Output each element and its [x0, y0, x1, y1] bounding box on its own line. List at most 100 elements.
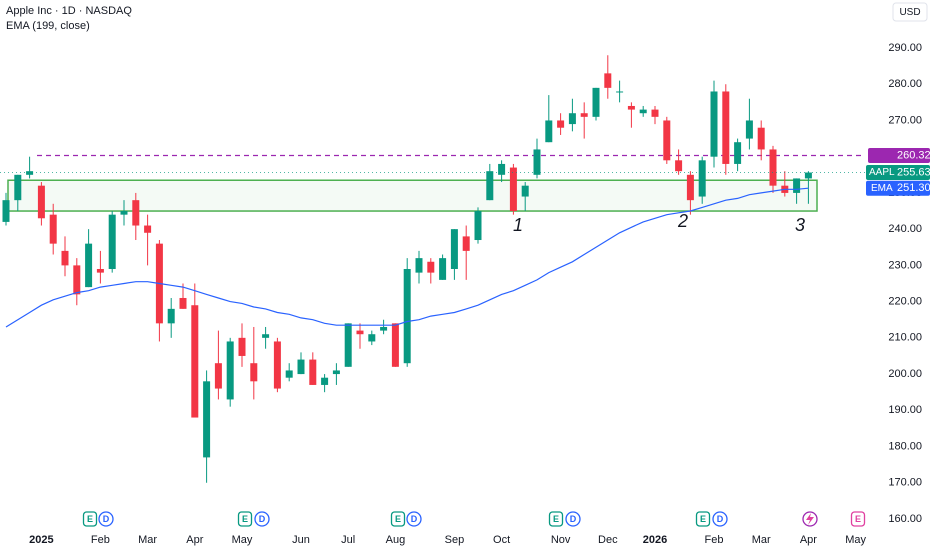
- candle-body: [144, 225, 152, 233]
- event-letter: E: [553, 514, 559, 524]
- event-badge: [390, 511, 406, 527]
- event-marker[interactable]: E: [82, 511, 98, 527]
- candle-body: [663, 120, 671, 161]
- candle-body: [391, 323, 399, 367]
- y-tick-label: 190.00: [888, 404, 922, 416]
- y-tick-label: 180.00: [888, 440, 922, 452]
- event-marker[interactable]: D: [712, 511, 728, 527]
- event-marker[interactable]: E: [548, 511, 564, 527]
- resistance-price-label: 260.32: [897, 149, 931, 161]
- candle-body: [179, 297, 187, 309]
- x-tick-label: Mar: [138, 534, 157, 546]
- candle-body: [651, 109, 659, 117]
- ema-price-box: [866, 180, 930, 196]
- candle-body: [686, 174, 694, 201]
- candle-body: [85, 243, 93, 288]
- candle-body: [757, 127, 765, 150]
- indicator-title: EMA (199, close): [6, 20, 90, 32]
- x-tick-label: May: [232, 534, 253, 546]
- event-marker[interactable]: E: [850, 511, 866, 527]
- currency-button[interactable]: [892, 2, 928, 22]
- candle-body: [509, 167, 517, 212]
- candle-body: [639, 109, 647, 114]
- candle-body: [486, 171, 494, 201]
- candle-body: [403, 269, 411, 364]
- x-tick-label: Oct: [493, 534, 510, 546]
- event-badge: [565, 511, 581, 527]
- y-tick-label: 240.00: [888, 223, 922, 235]
- candle-body: [285, 370, 293, 378]
- y-tick-label: 210.00: [888, 332, 922, 344]
- chart-title: Apple Inc · 1D · NASDAQ: [6, 5, 132, 17]
- x-tick-label: Aug: [386, 534, 406, 546]
- candle-body: [37, 185, 45, 219]
- candle-body: [521, 185, 529, 197]
- currency[interactable]: USD: [899, 7, 920, 18]
- candle-body: [167, 308, 175, 324]
- candle-body: [120, 211, 128, 215]
- candle-body: [321, 377, 329, 385]
- y-tick-label: 290.00: [888, 42, 922, 54]
- y-tick-label: 200.00: [888, 368, 922, 380]
- event-marker[interactable]: E: [237, 511, 253, 527]
- annotation: 3: [795, 215, 805, 235]
- candle-body: [769, 149, 777, 186]
- event-badge: [712, 511, 728, 527]
- event-letter: D: [259, 514, 266, 524]
- ema-line: [5, 187, 809, 328]
- candle-body: [592, 87, 600, 117]
- x-tick-label: Mar: [752, 534, 771, 546]
- event-marker[interactable]: D: [98, 511, 114, 527]
- y-tick-label: 170.00: [888, 477, 922, 489]
- event-icon-bolt: [806, 513, 814, 525]
- candle-body: [568, 113, 576, 125]
- candle-body: [545, 120, 553, 143]
- candle-body: [332, 370, 340, 375]
- candle-body: [108, 214, 116, 270]
- ema-price-label: 251.30: [897, 182, 931, 194]
- event-letter: E: [87, 514, 93, 524]
- candle-body: [439, 258, 447, 280]
- candle-body: [73, 265, 81, 295]
- ema-name-label: EMA: [871, 183, 893, 194]
- event-badge: [237, 511, 253, 527]
- x-tick-label: 2026: [643, 534, 667, 546]
- x-tick-label: Nov: [551, 534, 571, 546]
- y-tick-label: 220.00: [888, 296, 922, 308]
- event-marker[interactable]: D: [254, 511, 270, 527]
- candle-body: [191, 305, 199, 418]
- y-tick-label: 280.00: [888, 78, 922, 90]
- candle-body: [427, 261, 435, 273]
- x-tick-label: Feb: [91, 534, 110, 546]
- candle-body: [226, 341, 234, 400]
- candle-body: [604, 73, 612, 88]
- symbol-label: AAPL: [869, 167, 895, 178]
- x-tick-label: Jun: [292, 534, 310, 546]
- event-marker[interactable]: D: [565, 511, 581, 527]
- x-tick-label: Dec: [598, 534, 618, 546]
- event-marker[interactable]: E: [695, 511, 711, 527]
- event-badge: [406, 511, 422, 527]
- event-letter: E: [700, 514, 706, 524]
- support-zone: [7, 179, 818, 212]
- annotation: 1: [513, 215, 523, 235]
- y-tick-label: 160.00: [888, 513, 922, 525]
- event-badge: [82, 511, 98, 527]
- x-tick-label: 2025: [29, 534, 53, 546]
- candle-body: [380, 326, 388, 331]
- candle-body: [262, 334, 270, 338]
- candle-body: [675, 160, 683, 172]
- x-tick-label: Feb: [705, 534, 724, 546]
- candle-body: [2, 200, 10, 222]
- event-marker[interactable]: D: [406, 511, 422, 527]
- candle-body: [250, 363, 258, 382]
- candle-body: [238, 337, 246, 356]
- x-tick-label: Jul: [341, 534, 355, 546]
- last-price-box: [866, 165, 930, 181]
- event-letter: E: [242, 514, 248, 524]
- candle-body: [745, 120, 753, 139]
- event-letter: D: [103, 514, 110, 524]
- candle-body: [734, 142, 742, 164]
- event-marker[interactable]: E: [390, 511, 406, 527]
